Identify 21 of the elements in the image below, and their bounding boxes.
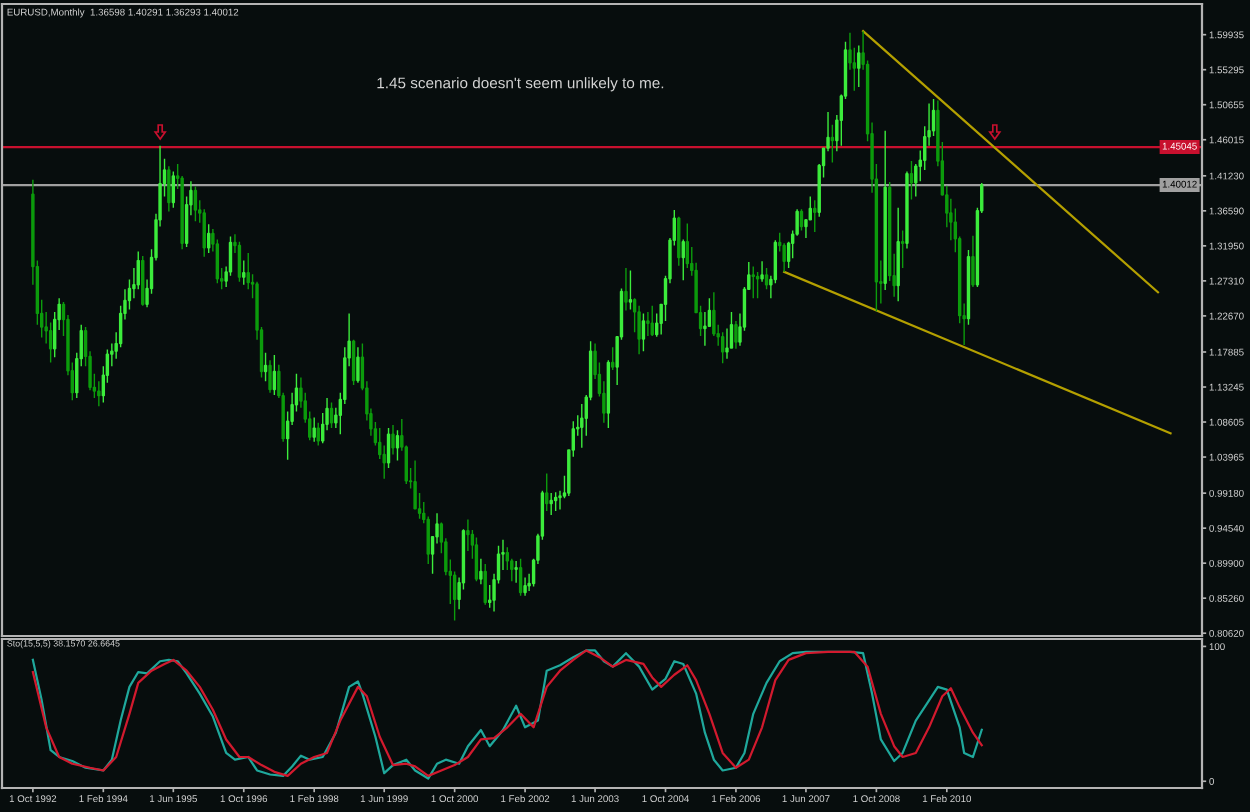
candlestick <box>413 459 417 511</box>
candlestick <box>268 359 272 394</box>
candlestick <box>646 311 650 337</box>
candlestick <box>971 234 975 288</box>
candlestick <box>479 557 483 586</box>
candlestick <box>896 207 900 303</box>
candlestick <box>760 260 764 283</box>
candlestick <box>97 380 101 407</box>
candlestick <box>391 424 395 456</box>
candlestick <box>624 267 628 312</box>
candlestick <box>905 170 909 250</box>
candlestick <box>466 518 470 552</box>
candlestick <box>883 130 887 291</box>
candlestick <box>549 492 553 516</box>
candlestick <box>637 305 641 355</box>
candlestick <box>312 416 316 443</box>
candlestick <box>734 320 738 350</box>
candlestick <box>356 346 360 384</box>
candlestick <box>167 165 171 213</box>
candlestick <box>523 576 527 597</box>
candlestick <box>514 560 518 584</box>
